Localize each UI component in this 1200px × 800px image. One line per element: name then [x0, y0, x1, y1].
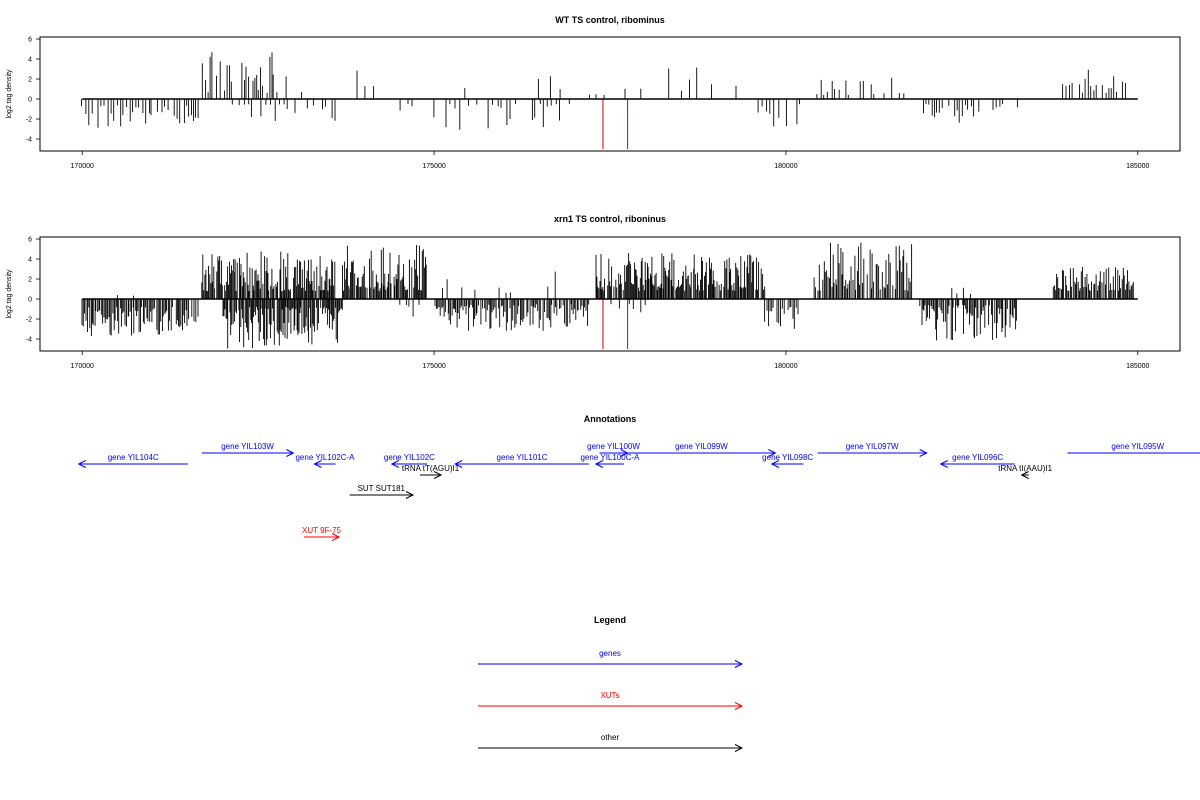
- x-tick-label: 175000: [422, 163, 445, 170]
- feature-label: gene YIL095W: [1111, 442, 1164, 451]
- feature-label: gene YIL103W: [221, 442, 274, 451]
- feature-label: SUT SUT181: [358, 484, 406, 493]
- feature-arrow: [77, 460, 188, 468]
- legend-arrow: [478, 660, 744, 668]
- annotations-title: Annotations: [584, 414, 637, 424]
- feature-arrow: [313, 460, 336, 468]
- feature-arrow: [939, 460, 1015, 468]
- feature-arrow: [454, 460, 589, 468]
- x-tick-label: 180000: [774, 363, 797, 370]
- plot-frame: [39, 36, 1181, 152]
- feature-arrow: [303, 533, 341, 541]
- xrn1-coverage-panel: xrn1 TS control, riboninus log2 tag dens…: [6, 214, 1181, 371]
- legend-title: Legend: [594, 615, 626, 625]
- feature-label: gene YIL099W: [675, 442, 728, 451]
- panel-title: WT TS control, ribominus: [555, 15, 665, 25]
- feature-label: gene YIL097W: [846, 442, 899, 451]
- feature-label: gene YIL102C: [384, 453, 435, 462]
- feature-label: gene YIL098C: [762, 453, 813, 462]
- x-tick-label: 175000: [422, 363, 445, 370]
- y-tick-label: 2: [28, 277, 32, 284]
- x-tick-label: 180000: [774, 163, 797, 170]
- legend-arrow: [478, 744, 744, 752]
- x-tick-label: 185000: [1126, 163, 1149, 170]
- legend-arrow: [478, 702, 744, 710]
- feature-arrow: [1020, 471, 1029, 479]
- legend-items: genes XUTs other: [478, 649, 744, 752]
- feature-label: XUT 9F-75: [302, 526, 342, 535]
- y-tick-label: 0: [28, 297, 32, 304]
- legend-label: XUTs: [600, 691, 619, 700]
- axes: 6 4 2 0 -2 -4 170000 175000 180000 185000: [26, 37, 1150, 171]
- wt-coverage-panel: WT TS control, ribominus log2 tag densit…: [6, 15, 1181, 171]
- feature-label: gene YIL100C-A: [580, 453, 640, 462]
- y-tick-label: -4: [26, 137, 32, 144]
- legend-label: other: [601, 733, 620, 742]
- feature-label: gene YIL102C-A: [295, 453, 355, 462]
- x-tick-label: 170000: [71, 163, 94, 170]
- y-tick-label: 2: [28, 77, 32, 84]
- y-tick-label: -2: [26, 317, 32, 324]
- x-tick-label: 185000: [1126, 363, 1149, 370]
- x-tick-label: 170000: [71, 363, 94, 370]
- feature-label: gene YIL100W: [587, 442, 640, 451]
- y-axis-label: log2 tag density: [6, 69, 13, 119]
- y-tick-label: 4: [28, 57, 32, 64]
- feature-arrow: [817, 449, 928, 457]
- feature-label: tRNA tT(AGU)I1: [402, 464, 460, 473]
- panel-title: xrn1 TS control, riboninus: [554, 214, 666, 224]
- y-tick-label: 6: [28, 37, 32, 44]
- feature-label: gene YIL096C: [952, 453, 1003, 462]
- feature-label: gene YIL101C: [497, 453, 548, 462]
- plot-frame: [39, 236, 1181, 352]
- feature-label: gene YIL104C: [108, 453, 159, 462]
- y-tick-label: -4: [26, 337, 32, 344]
- feature-arrow: [770, 460, 804, 468]
- feature-arrow: [349, 491, 415, 499]
- feature-arrow: [390, 460, 428, 468]
- axes: 6 4 2 0 -2 -4 170000 175000 180000 185000: [26, 237, 1150, 371]
- feature-arrow: [420, 471, 443, 479]
- feature-arrow: [201, 449, 295, 457]
- y-tick-label: 0: [28, 97, 32, 104]
- annotation-features: gene YIL104C gene YIL103W gene YIL102C-A ge…: [77, 442, 1200, 541]
- y-tick-label: 4: [28, 257, 32, 264]
- y-axis-label: log2 tag density: [6, 269, 13, 319]
- legend-label: genes: [599, 649, 621, 658]
- y-tick-label: 6: [28, 237, 32, 244]
- legend-panel: Legend genes XUTs other: [478, 615, 744, 752]
- feature-arrow: [594, 460, 625, 468]
- feature-label: tRNA tI(AAU)I1: [998, 464, 1052, 473]
- coverage-bars: [81, 242, 1138, 349]
- feature-arrow: [627, 449, 777, 457]
- coverage-bars: [81, 52, 1138, 149]
- y-tick-label: -2: [26, 117, 32, 124]
